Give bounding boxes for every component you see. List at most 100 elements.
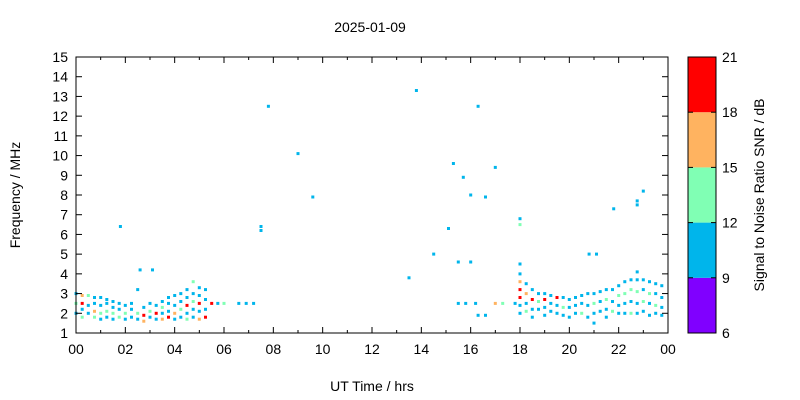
data-point bbox=[635, 199, 639, 203]
colorbar-band bbox=[688, 222, 716, 278]
data-point bbox=[185, 317, 189, 321]
data-point bbox=[456, 260, 460, 264]
data-point bbox=[142, 305, 146, 309]
data-point bbox=[185, 311, 189, 315]
data-point bbox=[629, 278, 633, 282]
y-tick-label: 8 bbox=[60, 187, 68, 203]
data-point bbox=[117, 307, 121, 311]
data-point bbox=[191, 315, 195, 319]
data-point bbox=[574, 303, 577, 307]
data-point bbox=[451, 162, 455, 165]
colorbar-tick-label: 18 bbox=[722, 104, 738, 120]
x-tick-label: 00 bbox=[68, 341, 84, 357]
data-point bbox=[660, 313, 664, 317]
data-point bbox=[567, 298, 571, 301]
data-point bbox=[185, 296, 189, 299]
data-point bbox=[629, 288, 633, 292]
data-point bbox=[530, 315, 534, 319]
data-point bbox=[574, 296, 577, 299]
data-point bbox=[130, 307, 133, 311]
data-point bbox=[99, 296, 103, 299]
data-point bbox=[244, 301, 248, 305]
data-point bbox=[117, 315, 121, 319]
data-point bbox=[148, 301, 152, 305]
data-point bbox=[598, 309, 602, 313]
data-point bbox=[237, 301, 241, 305]
data-point bbox=[252, 301, 256, 305]
data-point bbox=[138, 268, 142, 272]
data-point bbox=[204, 288, 207, 292]
data-point bbox=[484, 313, 487, 317]
data-point bbox=[501, 301, 505, 305]
y-tick-label: 12 bbox=[52, 108, 68, 124]
y-tick-label: 14 bbox=[52, 69, 68, 85]
data-point bbox=[524, 282, 528, 286]
data-point bbox=[555, 311, 559, 315]
data-point bbox=[660, 284, 664, 288]
data-point bbox=[136, 288, 140, 292]
data-point bbox=[518, 262, 522, 266]
data-point bbox=[493, 165, 497, 169]
data-point bbox=[296, 152, 300, 156]
data-point bbox=[266, 104, 270, 108]
data-point bbox=[160, 300, 164, 303]
colorbar: 6 9 12 15 18 21 bbox=[687, 49, 738, 341]
data-point bbox=[160, 317, 164, 321]
data-point bbox=[210, 301, 214, 305]
y-axis-label: Frequency / MHz bbox=[7, 142, 23, 249]
data-point bbox=[635, 311, 639, 315]
data-point bbox=[611, 288, 614, 292]
data-point bbox=[592, 301, 596, 305]
data-point bbox=[179, 315, 183, 319]
y-tick-label: 10 bbox=[52, 148, 68, 164]
data-point bbox=[118, 225, 122, 228]
x-tick-label: 08 bbox=[266, 341, 282, 357]
data-point bbox=[142, 319, 146, 323]
data-point bbox=[604, 298, 608, 301]
data-point bbox=[160, 305, 164, 309]
data-point bbox=[629, 311, 633, 315]
data-point bbox=[518, 217, 522, 221]
colorbar-tick-label: 15 bbox=[722, 159, 738, 175]
data-point bbox=[543, 298, 547, 301]
data-point bbox=[173, 303, 177, 307]
x-tick-label: 02 bbox=[118, 341, 134, 357]
y-tick-label: 7 bbox=[60, 207, 68, 223]
x-tick-label: 20 bbox=[562, 341, 578, 357]
data-point bbox=[580, 294, 584, 297]
data-point bbox=[80, 301, 84, 305]
data-point bbox=[105, 315, 109, 319]
data-point bbox=[105, 298, 109, 301]
data-point bbox=[105, 309, 109, 313]
y-tick-label: 9 bbox=[60, 167, 68, 183]
data-point bbox=[414, 89, 418, 92]
data-point bbox=[567, 305, 571, 309]
y-tick-label: 2 bbox=[60, 305, 68, 321]
data-point bbox=[587, 252, 591, 256]
data-point bbox=[179, 307, 183, 311]
data-point bbox=[191, 280, 195, 284]
data-point bbox=[592, 321, 596, 325]
colorbar-tick-label: 12 bbox=[722, 215, 738, 231]
data-point bbox=[580, 311, 584, 315]
data-point bbox=[204, 298, 207, 301]
data-point bbox=[543, 292, 547, 296]
data-point bbox=[635, 278, 639, 282]
data-point bbox=[173, 311, 177, 315]
data-point bbox=[197, 309, 201, 313]
data-point bbox=[611, 309, 614, 313]
data-point bbox=[592, 311, 596, 315]
data-point bbox=[561, 313, 565, 317]
data-point bbox=[641, 189, 645, 193]
data-point bbox=[660, 296, 664, 299]
colorbar-label: Signal to Noise Ratio SNR / dB bbox=[751, 99, 767, 292]
data-point bbox=[654, 311, 658, 315]
data-point bbox=[86, 294, 90, 297]
data-point bbox=[641, 288, 645, 292]
data-point bbox=[660, 305, 664, 309]
data-point bbox=[648, 280, 651, 284]
data-point bbox=[167, 296, 170, 299]
data-point bbox=[99, 317, 103, 321]
data-point bbox=[537, 307, 540, 311]
